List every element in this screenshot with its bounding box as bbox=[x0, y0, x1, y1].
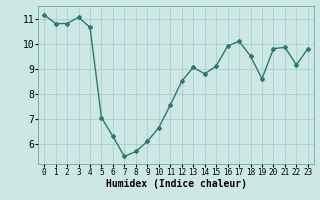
X-axis label: Humidex (Indice chaleur): Humidex (Indice chaleur) bbox=[106, 179, 246, 189]
